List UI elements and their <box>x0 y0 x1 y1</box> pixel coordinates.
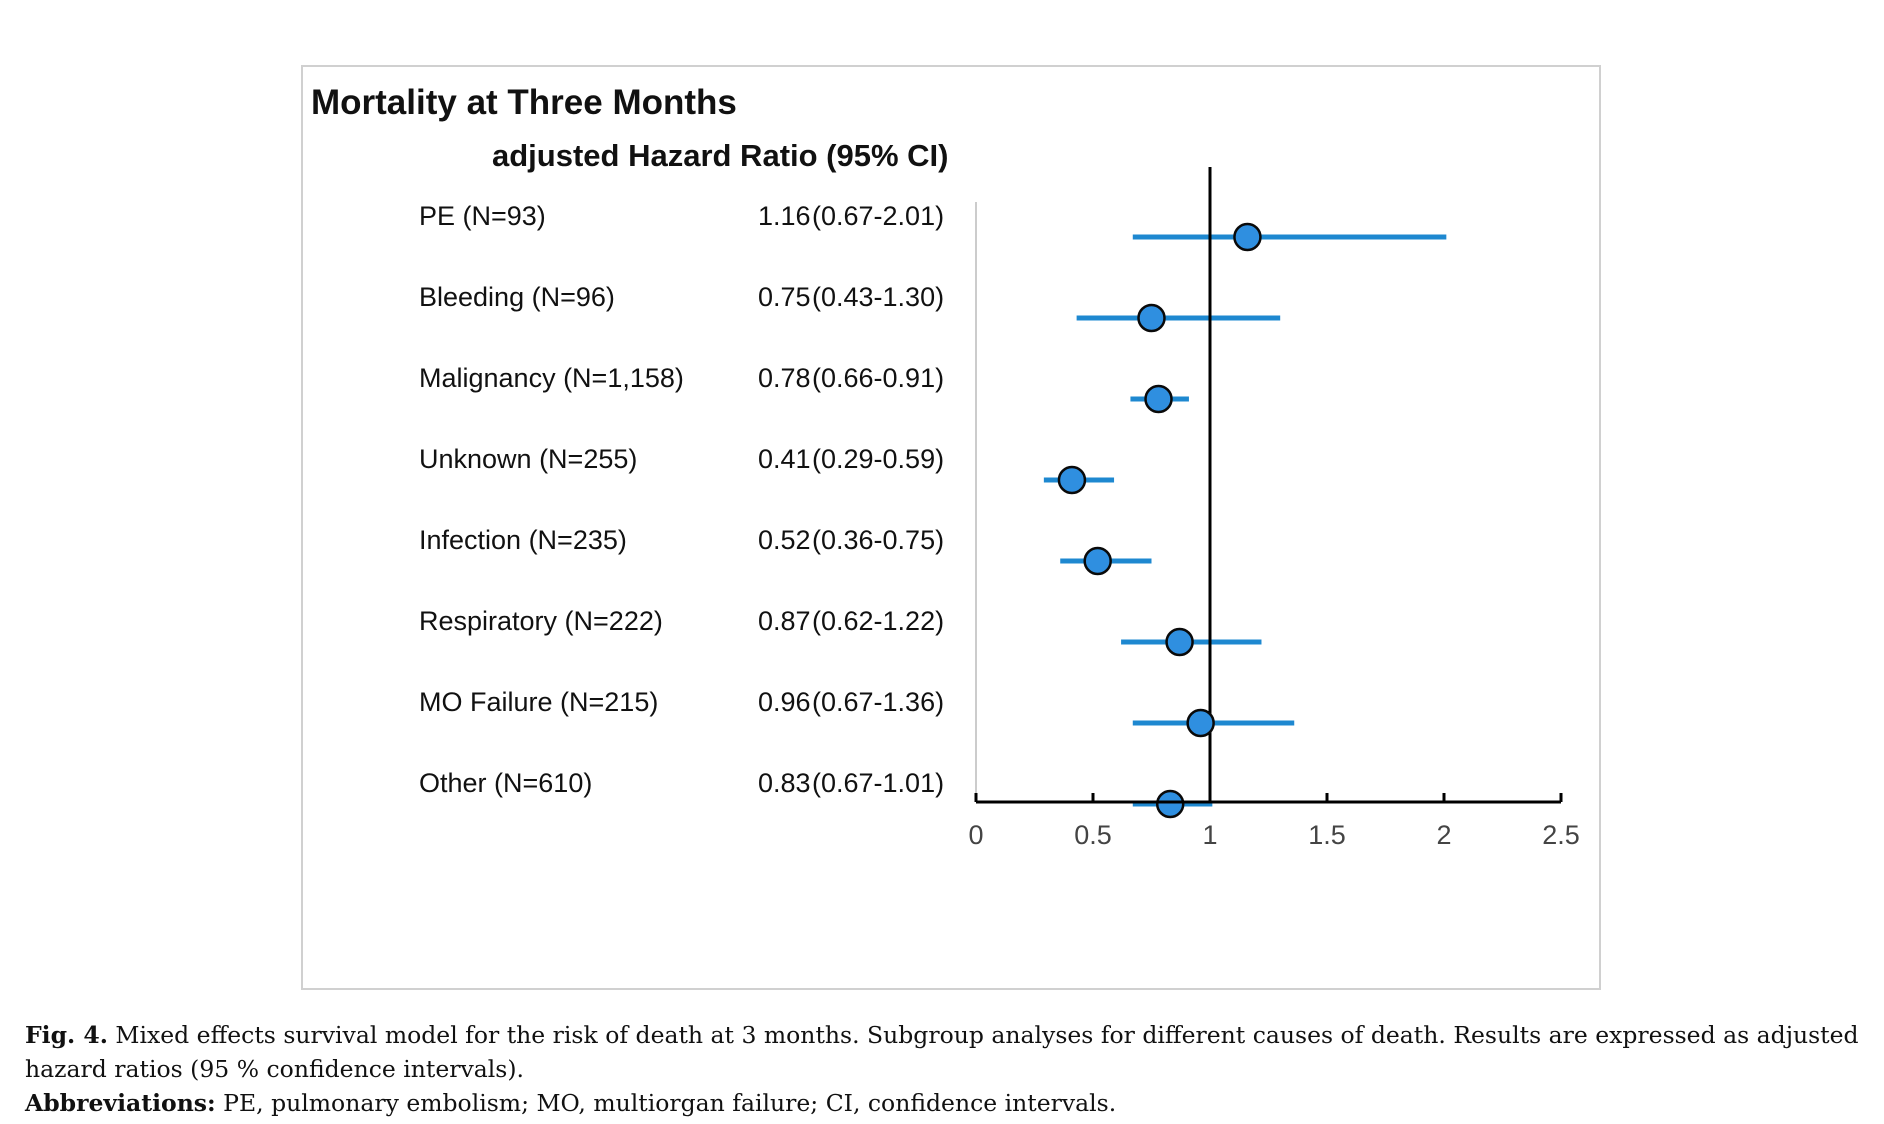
row-label: PE (N=93) <box>419 201 546 231</box>
figure-caption: Fig. 4. Mixed effects survival model for… <box>25 1018 1880 1120</box>
row-label: Infection (N=235) <box>419 525 627 555</box>
row-label: MO Failure (N=215) <box>419 687 658 717</box>
row-hr-value: 0.75 <box>758 282 811 312</box>
row-ci-value: (0.62-1.22) <box>812 606 944 636</box>
row-ci-value: (0.67-2.01) <box>812 201 944 231</box>
chart-title: Mortality at Three Months <box>311 83 737 122</box>
row-ci-value: (0.36-0.75) <box>812 525 944 555</box>
hr-point <box>1057 465 1087 495</box>
x-tick-label: 0.5 <box>1074 820 1112 850</box>
hr-point <box>1137 303 1166 333</box>
x-tick-label: 1 <box>1202 820 1217 850</box>
chart-subtitle: adjusted Hazard Ratio (95% CI) <box>492 138 948 173</box>
hr-point <box>1233 222 1262 252</box>
row-hr-value: 0.78 <box>758 363 811 393</box>
row-hr-value: 0.83 <box>758 768 811 798</box>
row-label: Bleeding (N=96) <box>419 282 615 312</box>
hr-point <box>1186 708 1215 738</box>
row-hr-value: 0.96 <box>758 687 811 717</box>
row-hr-value: 1.16 <box>758 201 811 231</box>
forest-row: Other (N=610) 0.83 (0.67-1.01) <box>419 768 1213 807</box>
hr-point <box>1155 789 1185 819</box>
row-label: Other (N=610) <box>419 768 592 798</box>
hr-point <box>1165 627 1194 657</box>
caption-fig-label: Fig. 4. <box>25 1021 108 1049</box>
row-hr-value: 0.87 <box>758 606 811 636</box>
x-tick-label: 0 <box>968 820 983 850</box>
row-label: Respiratory (N=222) <box>419 606 663 636</box>
forest-plot: Mortality at Three Months adjusted Hazar… <box>311 83 1580 850</box>
caption-abbr-label: Abbreviations: <box>25 1089 216 1117</box>
row-ci-value: (0.66-0.91) <box>812 363 944 393</box>
forest-row: Malignancy (N=1,158) 0.78 (0.66-0.91) <box>419 363 1189 402</box>
row-ci-value: (0.29-0.59) <box>812 444 944 474</box>
x-tick-label: 2.5 <box>1542 820 1580 850</box>
forest-row: MO Failure (N=215) 0.96 (0.67-1.36) <box>419 687 1295 726</box>
x-tick-label: 2 <box>1436 820 1451 850</box>
row-label: Unknown (N=255) <box>419 444 637 474</box>
caption-abbr-text: PE, pulmonary embolism; MO, multiorgan f… <box>215 1089 1117 1117</box>
figure-panel: Mortality at Three Months adjusted Hazar… <box>301 65 1601 990</box>
row-ci-value: (0.67-1.01) <box>812 768 944 798</box>
row-hr-value: 0.52 <box>758 525 811 555</box>
hr-point <box>1083 546 1112 576</box>
row-label: Malignancy (N=1,158) <box>419 363 684 393</box>
caption-text: Mixed effects survival model for the ris… <box>25 1021 1859 1083</box>
hr-point <box>1144 384 1173 414</box>
row-ci-value: (0.43-1.30) <box>812 282 944 312</box>
forest-row: Bleeding (N=96) 0.75 (0.43-1.30) <box>419 282 1281 321</box>
forest-row: Infection (N=235) 0.52 (0.36-0.75) <box>419 525 1152 564</box>
x-tick-label: 1.5 <box>1308 820 1346 850</box>
x-axis: 0 0.5 1 1.5 2 2.5 <box>968 202 1580 850</box>
rows-layer: PE (N=93) 1.16 (0.67-2.01) Bleeding (N=96) 0… <box>419 167 1447 819</box>
forest-row: Unknown (N=255) 0.41 (0.29-0.59) <box>419 444 1115 483</box>
forest-row: Respiratory (N=222) 0.87 (0.62-1.22) <box>419 606 1262 645</box>
row-hr-value: 0.41 <box>758 444 811 474</box>
forest-row: PE (N=93) 1.16 (0.67-2.01) <box>419 201 1447 240</box>
row-ci-value: (0.67-1.36) <box>812 687 944 717</box>
